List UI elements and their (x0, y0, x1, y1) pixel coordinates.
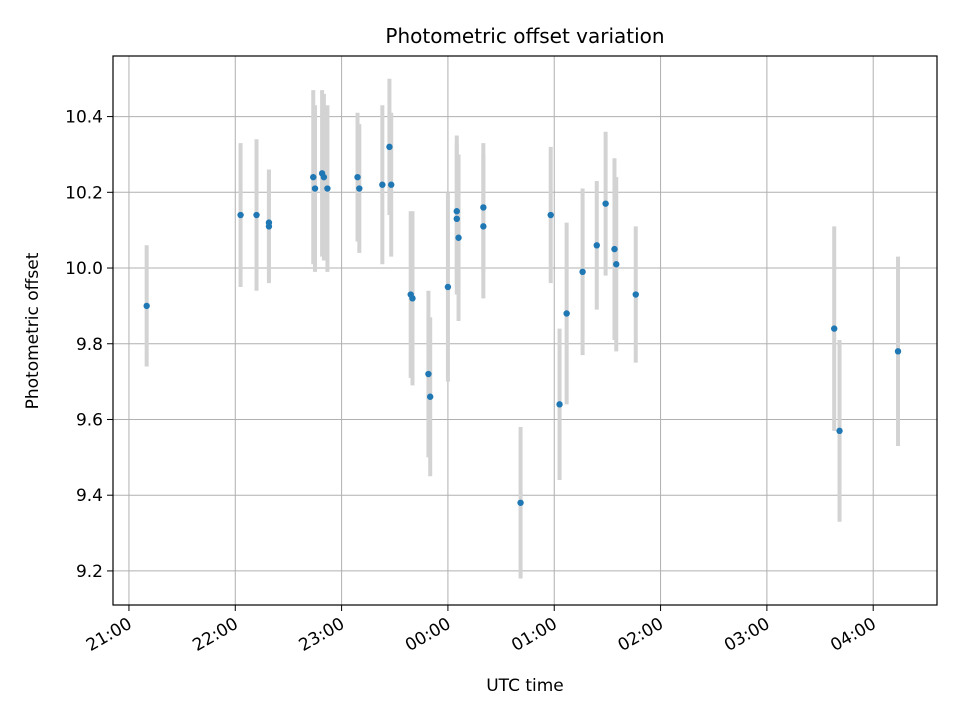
data-point (611, 245, 618, 253)
data-point (556, 401, 563, 408)
y-tick-label: 9.8 (76, 335, 103, 355)
data-point (354, 173, 361, 181)
data-point (386, 143, 393, 151)
data-point (356, 185, 363, 192)
y-tick-label: 10.0 (65, 259, 103, 279)
data-point (426, 393, 434, 400)
data-point (324, 185, 331, 192)
y-tick-label: 9.2 (76, 562, 103, 582)
data-point (480, 223, 487, 230)
data-point (836, 427, 843, 435)
data-point (602, 200, 609, 207)
data-point (310, 173, 317, 181)
chart-title: Photometric offset variation (385, 24, 664, 48)
data-point (613, 261, 620, 268)
y-axis: 9.2 9.4 9.6 9.8 10.0 10.2 10.4 (65, 108, 113, 582)
plot-frame (112, 55, 938, 606)
y-tick-label: 9.6 (76, 410, 103, 430)
y-axis-label: Photometric offset (23, 252, 43, 409)
data-point (579, 268, 586, 276)
data-point (388, 181, 395, 188)
grid-layer (113, 56, 937, 605)
data-point (444, 283, 452, 291)
data-point (253, 211, 260, 219)
data-point (563, 310, 570, 317)
point-layer (143, 143, 902, 506)
data-point (237, 211, 244, 219)
data-point (453, 208, 460, 215)
data-point (894, 348, 902, 355)
data-point (632, 291, 639, 298)
y-tick-label: 10.2 (65, 183, 103, 203)
data-point (320, 173, 328, 181)
data-point (453, 215, 460, 223)
data-point (480, 204, 487, 211)
data-point (311, 185, 319, 192)
data-point (593, 242, 600, 249)
data-point (265, 219, 273, 226)
data-point (517, 499, 524, 506)
x-axis-label: UTC time (486, 676, 564, 696)
data-point (409, 295, 416, 302)
data-point (425, 370, 432, 378)
data-point (547, 211, 554, 219)
data-point (831, 325, 838, 332)
y-tick-label: 10.4 (65, 108, 103, 128)
data-point (455, 234, 462, 241)
data-point (379, 181, 386, 188)
y-tick-label: 9.4 (76, 486, 103, 506)
data-point (143, 302, 150, 310)
